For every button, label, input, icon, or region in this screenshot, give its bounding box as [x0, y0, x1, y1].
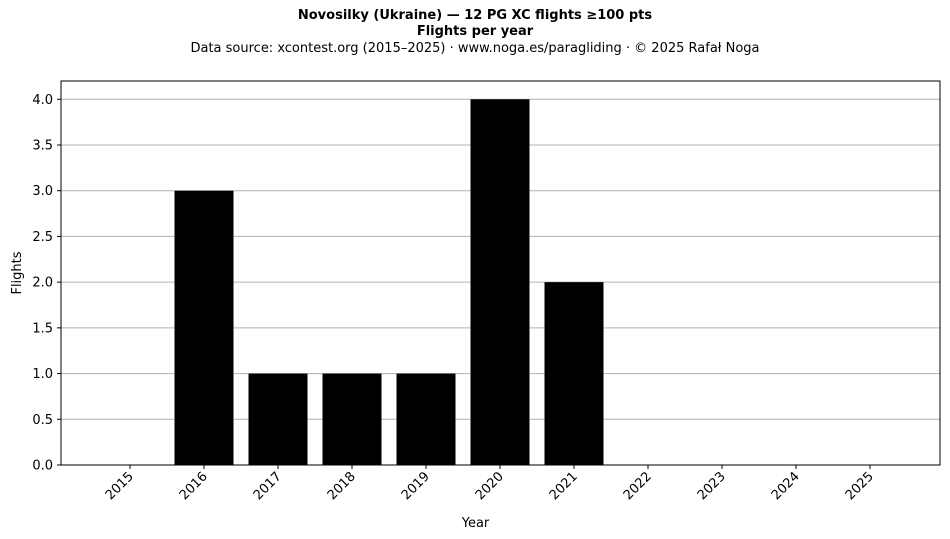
bar-2017	[248, 373, 308, 465]
y-tick-label: 3.0	[32, 184, 53, 199]
x-tick-label: 2015	[103, 469, 137, 503]
x-axis-ticks: 2015 2016 2017 2018 2019 2020 2021 2022 2023 2024…	[103, 465, 877, 503]
bar-2019	[396, 373, 456, 465]
chart-titles: Novosilky (Ukraine) — 12 PG XC flights ≥…	[0, 8, 950, 58]
y-tick-label: 0.5	[32, 413, 53, 428]
bar-2020	[470, 99, 530, 466]
bar-2018	[322, 373, 382, 465]
y-tick-label: 1.5	[32, 321, 53, 336]
y-tick-label: 3.5	[32, 139, 53, 154]
x-tick-label: 2025	[843, 469, 877, 503]
x-tick-label: 2021	[547, 469, 581, 503]
chart-subtitle: Flights per year	[416, 24, 534, 39]
chart-source: Data source: xcontest.org (2015–2025) · …	[190, 41, 760, 56]
bar-2016	[174, 190, 234, 465]
chart-title: Novosilky (Ukraine) — 12 PG XC flights ≥…	[297, 8, 653, 23]
y-tick-label: 2.5	[32, 230, 53, 245]
y-tick-label: 4.0	[32, 93, 53, 108]
x-tick-label: 2023	[695, 469, 729, 503]
x-tick-label: 2024	[769, 469, 803, 503]
y-tick-label: 0.0	[32, 459, 53, 474]
y-tick-label: 2.0	[32, 276, 53, 291]
x-tick-label: 2019	[399, 469, 433, 503]
x-tick-label: 2018	[325, 469, 359, 503]
bars	[174, 99, 604, 466]
y-tick-label: 1.0	[32, 367, 53, 382]
x-tick-label: 2017	[251, 469, 285, 503]
x-axis-label: Year	[461, 516, 490, 531]
x-tick-label: 2016	[177, 469, 211, 503]
y-axis-label: Flights	[10, 251, 25, 294]
x-tick-label: 2022	[621, 469, 655, 503]
bar-2021	[544, 282, 604, 465]
y-axis-ticks: 0.0 0.5 1.0 1.5 2.0 2.5 3.0 3.5 4.0	[32, 93, 61, 474]
x-tick-label: 2020	[473, 469, 507, 503]
